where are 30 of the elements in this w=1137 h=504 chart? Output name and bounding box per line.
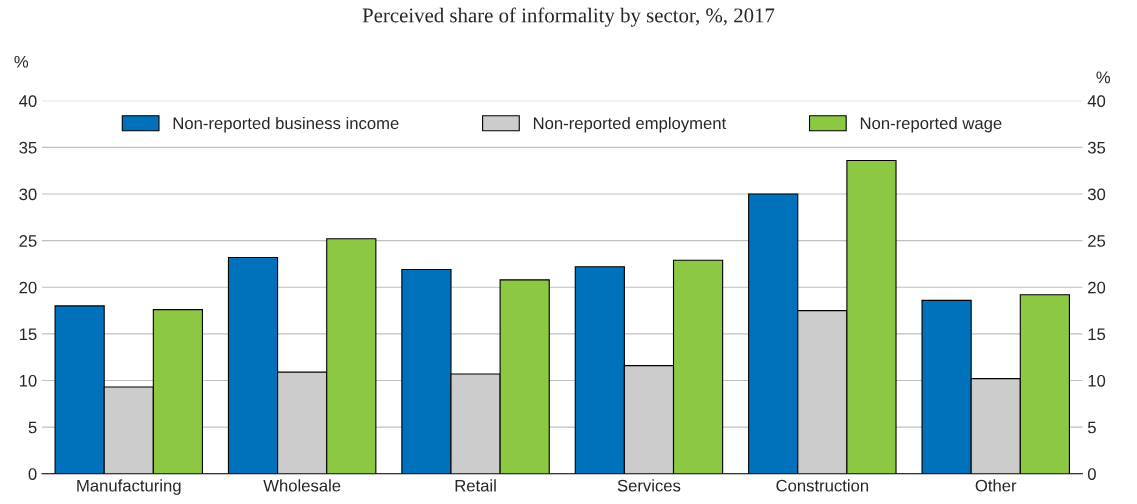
- legend-label: Non-reported business income: [173, 116, 399, 133]
- y2-tick-label: 15: [1088, 328, 1106, 341]
- y-tick-label: 10: [19, 374, 37, 387]
- y-tick-label: 35: [19, 141, 37, 154]
- y2-tick-label: 5: [1087, 421, 1096, 434]
- x-tick-label: Retail: [455, 479, 496, 492]
- y-tick-label: 20: [19, 281, 37, 294]
- y2-tick-label: 20: [1088, 281, 1106, 294]
- y-tick-label: 15: [19, 328, 37, 341]
- y2-axis-title: %: [1096, 71, 1111, 84]
- x-tick-label: Services: [617, 479, 681, 492]
- y2-tick-label: 25: [1088, 235, 1106, 247]
- y2-tick-label: 0: [1087, 468, 1096, 480]
- x-tick-label: Other: [975, 479, 1017, 492]
- y2-tick-label: 10: [1088, 374, 1106, 387]
- legend-label: Non-reported wage: [860, 116, 1002, 133]
- y2-tick-label: 40: [1087, 95, 1106, 107]
- y2-tick-label: 35: [1087, 141, 1106, 154]
- chart-title: Perceived share of informality by sector, %, 2017: [362, 7, 775, 27]
- x-tick-label: Manufacturing: [77, 479, 181, 495]
- y-tick-label: 40: [19, 95, 37, 107]
- legend-label: Non-reported employment: [533, 116, 727, 133]
- y-tick-label: 30: [19, 188, 37, 201]
- y-tick-label: 0: [28, 468, 37, 480]
- y-tick-label: 25: [19, 235, 37, 247]
- y2-tick-label: 30: [1087, 188, 1106, 201]
- y-axis-title: %: [14, 55, 29, 68]
- x-tick-label: Wholesale: [263, 479, 341, 492]
- x-tick-label: Construction: [776, 479, 869, 492]
- y-tick-label: 5: [28, 421, 37, 434]
